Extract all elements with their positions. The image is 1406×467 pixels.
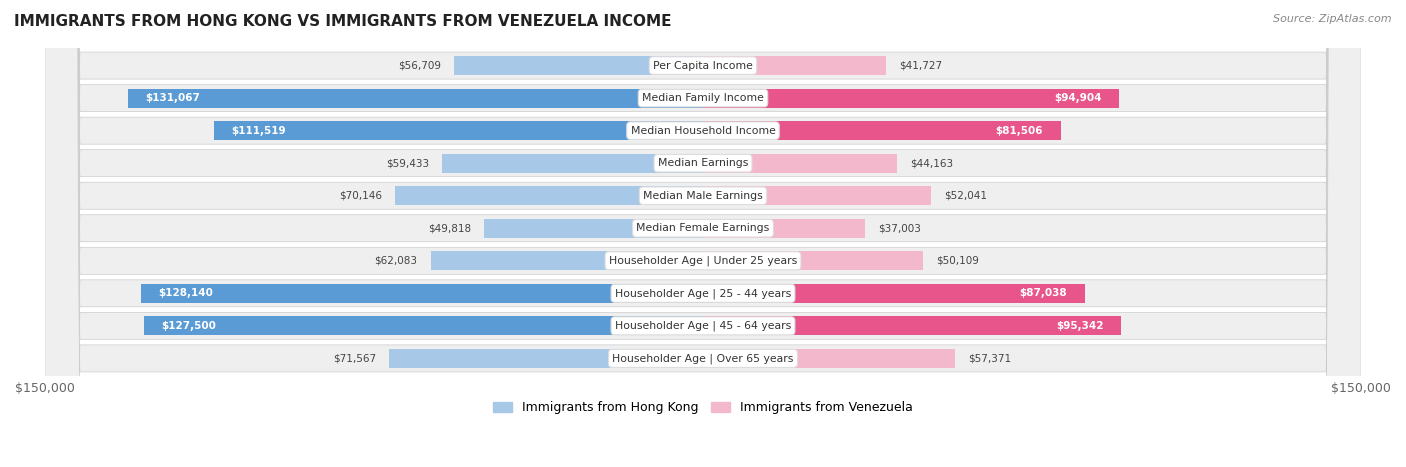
Text: $131,067: $131,067 [146,93,201,103]
Text: $87,038: $87,038 [1019,288,1067,298]
Text: $49,818: $49,818 [429,223,471,233]
Text: $59,433: $59,433 [387,158,429,168]
Text: $94,904: $94,904 [1054,93,1102,103]
FancyBboxPatch shape [45,0,1361,467]
Text: $50,109: $50,109 [936,256,979,266]
FancyBboxPatch shape [45,0,1361,467]
Text: $52,041: $52,041 [945,191,987,201]
Bar [389,349,703,368]
Text: $71,567: $71,567 [333,354,375,363]
FancyBboxPatch shape [45,0,1361,467]
Bar [703,121,1060,140]
FancyBboxPatch shape [45,0,1361,467]
Text: $41,727: $41,727 [900,61,942,71]
Bar [703,349,955,368]
FancyBboxPatch shape [45,0,1361,467]
Text: Householder Age | 45 - 64 years: Householder Age | 45 - 64 years [614,321,792,331]
Text: Source: ZipAtlas.com: Source: ZipAtlas.com [1274,14,1392,24]
Text: $37,003: $37,003 [879,223,921,233]
Legend: Immigrants from Hong Kong, Immigrants from Venezuela: Immigrants from Hong Kong, Immigrants fr… [488,396,918,419]
Text: IMMIGRANTS FROM HONG KONG VS IMMIGRANTS FROM VENEZUELA INCOME: IMMIGRANTS FROM HONG KONG VS IMMIGRANTS … [14,14,672,29]
Text: $111,519: $111,519 [232,126,285,135]
FancyBboxPatch shape [45,0,1361,467]
Bar [430,251,703,270]
Text: $70,146: $70,146 [339,191,382,201]
Text: Householder Age | Over 65 years: Householder Age | Over 65 years [612,353,794,364]
Bar [395,186,703,205]
Bar [703,317,1121,335]
Text: Householder Age | 25 - 44 years: Householder Age | 25 - 44 years [614,288,792,298]
Text: $44,163: $44,163 [910,158,953,168]
Text: Median Male Earnings: Median Male Earnings [643,191,763,201]
Bar [703,186,931,205]
FancyBboxPatch shape [45,0,1361,467]
Text: Householder Age | Under 25 years: Householder Age | Under 25 years [609,255,797,266]
Text: $127,500: $127,500 [162,321,217,331]
Bar [214,121,703,140]
Text: Median Family Income: Median Family Income [643,93,763,103]
Text: Per Capita Income: Per Capita Income [652,61,754,71]
Text: $81,506: $81,506 [995,126,1043,135]
Text: Median Earnings: Median Earnings [658,158,748,168]
Bar [128,89,703,107]
Text: $95,342: $95,342 [1056,321,1104,331]
Bar [443,154,703,173]
Text: Median Household Income: Median Household Income [630,126,776,135]
Bar [143,317,703,335]
Text: Median Female Earnings: Median Female Earnings [637,223,769,233]
Bar [703,251,922,270]
Bar [703,154,897,173]
Bar [703,284,1085,303]
Bar [454,56,703,75]
FancyBboxPatch shape [45,0,1361,467]
Bar [703,89,1119,107]
Bar [703,56,886,75]
Bar [485,219,703,238]
Bar [703,219,865,238]
Text: $56,709: $56,709 [398,61,441,71]
Text: $128,140: $128,140 [159,288,214,298]
Bar [141,284,703,303]
FancyBboxPatch shape [45,0,1361,467]
Text: $57,371: $57,371 [967,354,1011,363]
Text: $62,083: $62,083 [374,256,418,266]
FancyBboxPatch shape [45,0,1361,467]
